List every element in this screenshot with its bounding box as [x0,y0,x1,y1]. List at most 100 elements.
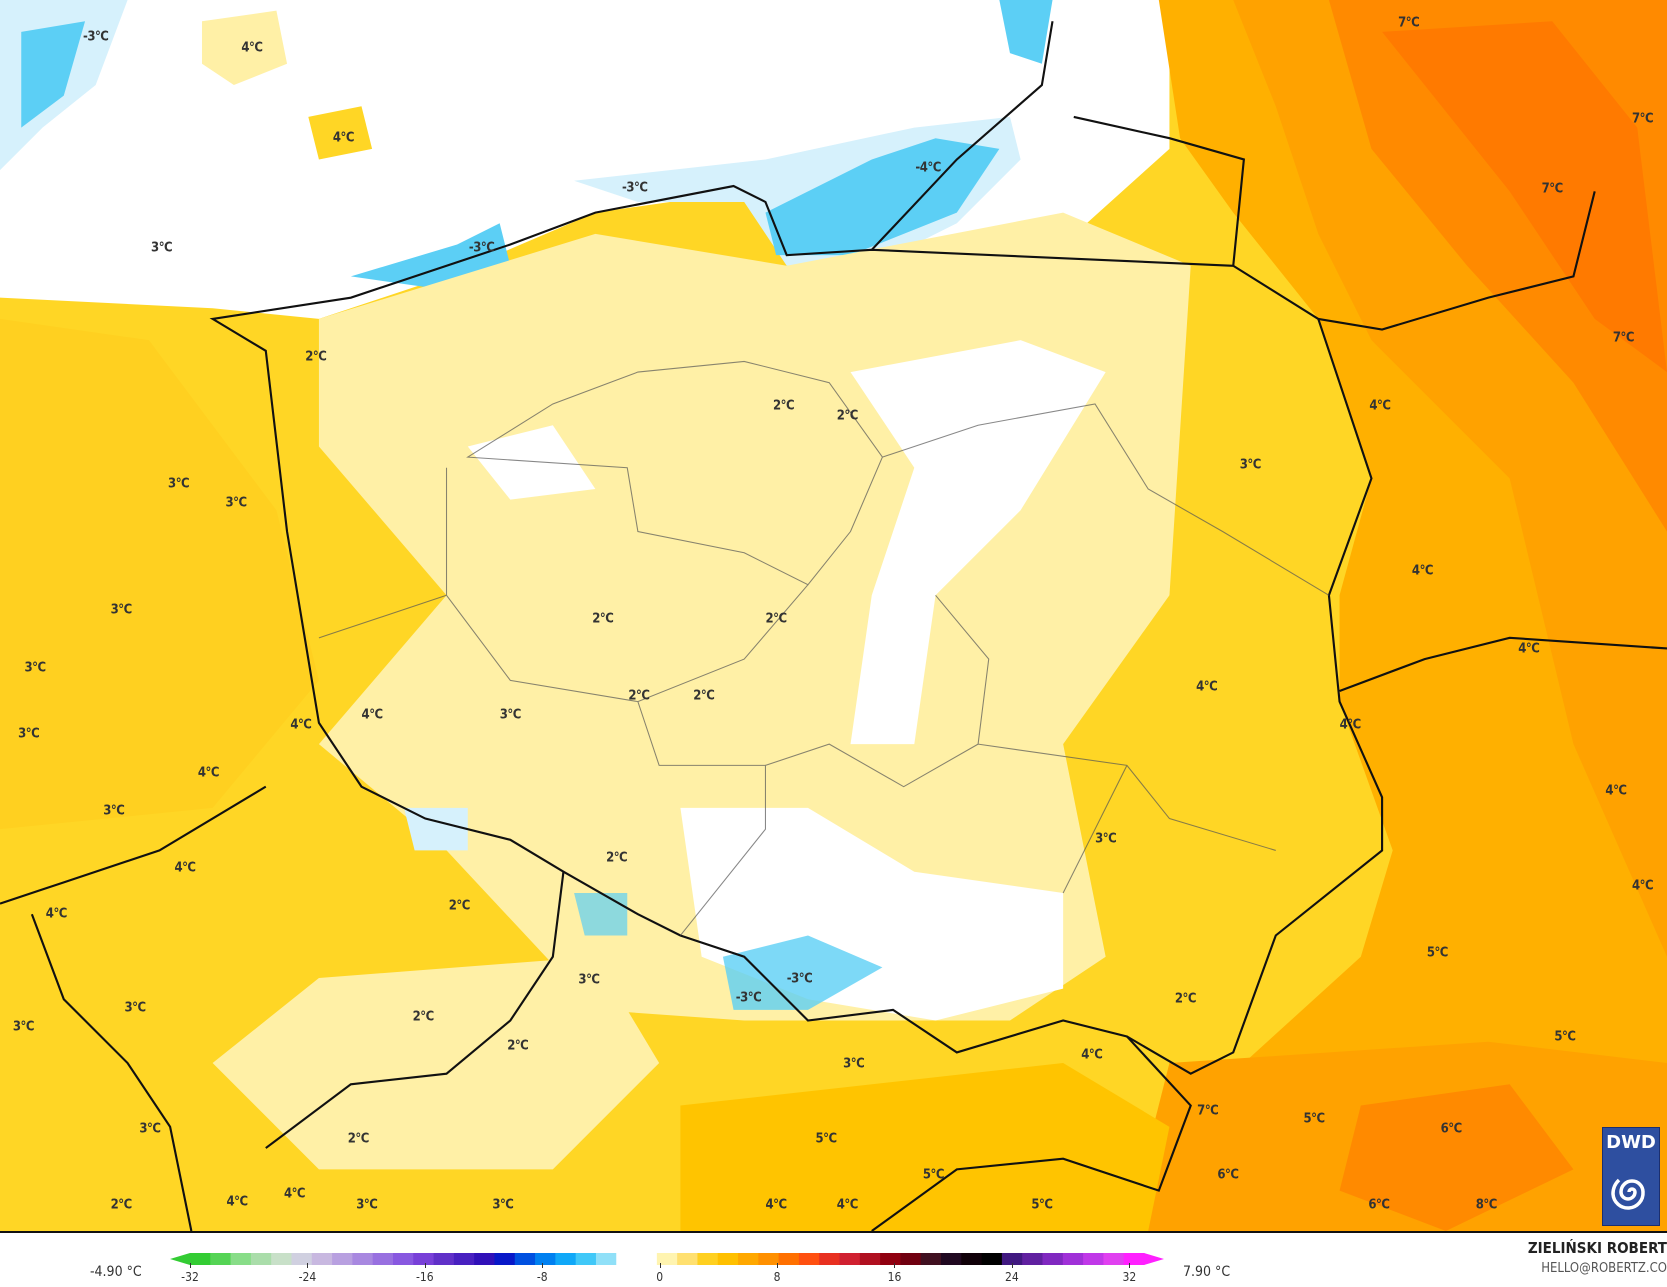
temperature-label: 4°C [1518,641,1540,656]
colorbar-segment [859,1253,881,1265]
temperature-label: 2°C [836,408,859,424]
temperature-label: 3°C [168,476,190,492]
temperature-label: 2°C [1174,991,1197,1007]
temperature-label: 2°C [628,688,650,704]
colorbar-segment [494,1253,516,1265]
temperature-label: 3°C [151,240,173,256]
temperature-label: 4°C [361,707,384,723]
temperature-label: 3°C [1239,457,1262,473]
temperature-label: -3°C [82,29,109,45]
temperature-label: 4°C [1081,1047,1103,1063]
temperature-label: 8°C [1475,1197,1498,1213]
colorbar [170,1250,1164,1265]
colorbar-segment [920,1253,942,1265]
colorbar-tick-label: 8 [773,1270,781,1284]
colorbar-segment [332,1253,353,1265]
colorbar-segment [1103,1253,1125,1265]
temperature-label: 5°C [1554,1029,1576,1045]
colorbar-segment [250,1253,272,1265]
colorbar-tick-label: 32 [1122,1270,1137,1284]
colorbar-tick-label: 16 [887,1270,902,1284]
temperature-label: 4°C [1369,398,1391,414]
colorbar-segment [1123,1253,1145,1265]
colorbar-segment [595,1253,617,1265]
temperature-label: 2°C [606,850,628,866]
colorbar-tick-label: -32 [181,1270,199,1284]
colorbar-segment [514,1253,536,1265]
colorbar-segment [271,1253,292,1265]
temperature-label: 2°C [347,1131,370,1147]
temperature-label: 2°C [592,611,614,627]
temperature-label: 7°C [1541,181,1564,197]
temperature-label: 6°C [1217,1167,1239,1183]
colorbar-segment [352,1253,374,1265]
colorbar-tick-label: -16 [416,1270,434,1284]
temperature-label: -3°C [786,971,813,987]
colorbar-segment [717,1253,739,1265]
temperature-label: 3°C [103,803,125,819]
colorbar-segment [1062,1253,1084,1265]
temperature-map: -3°C 4°C 4°C 3°C -3°C -3°C -4°C 7°C 7°C 7°C 7°C 2°C… [0,0,1667,1233]
temperature-label: -4°C [915,160,941,176]
temperature-label: 5°C [922,1167,945,1183]
temperature-label: 4°C [45,906,68,922]
colorbar-segment [697,1253,719,1265]
temperature-label: 3°C [110,602,133,618]
temperature-label: -3°C [735,990,762,1006]
temperature-label: 3°C [499,707,522,723]
temperature-label: 5°C [1303,1111,1325,1127]
temperature-label: 2°C [507,1038,529,1054]
colorbar-segment [575,1253,597,1265]
colorbar-segment [981,1253,1003,1265]
temperature-label: 3°C [12,1019,35,1035]
colorbar-segment [210,1253,232,1265]
colorbar-segment [677,1253,698,1265]
temperature-label: 4°C [332,130,355,146]
temperature-label: 3°C [124,1000,146,1016]
colorbar-segment [1022,1253,1044,1265]
colorbar-segment [656,1253,678,1265]
temperature-label: 6°C [1368,1197,1390,1213]
colorbar-segment [372,1253,394,1265]
min-value: -4.90 °C [90,1264,142,1280]
colorbar-segment [433,1253,455,1265]
colorbar-segment [616,1253,638,1265]
colorbar-tick-mark [307,1263,309,1268]
colorbar-tick-mark [1011,1263,1013,1268]
temperature-label: 4°C [226,1194,249,1210]
temperature-label: 4°C [197,765,220,781]
temperature-label: 4°C [290,717,312,733]
colorbar-segment [230,1253,252,1265]
temperature-label: 4°C [1339,717,1362,733]
temperature-label: 3°C [492,1197,514,1213]
temperature-label: 4°C [174,860,196,876]
temperature-label: 4°C [836,1197,859,1213]
colorbar-segment [291,1253,313,1265]
colorbar-segment [758,1253,780,1265]
temperature-label: 2°C [305,349,327,365]
colorbar-tick-label: -8 [536,1270,548,1284]
temperature-label: 2°C [412,1009,435,1025]
temperature-label: 3°C [139,1121,161,1137]
max-value: 7.90 °C [1183,1264,1231,1280]
colorbar-segment [555,1253,577,1265]
colorbar-segment [1001,1253,1023,1265]
colorbar-segment [453,1253,475,1265]
temperature-label: -3°C [468,240,495,256]
temperature-label: 3°C [225,495,247,511]
colorbar-tick-mark [190,1263,191,1268]
temperature-label: 2°C [765,611,788,627]
colorbar-segment [392,1253,414,1265]
colorbar-tick-label: -24 [298,1270,317,1284]
colorbar-tick-label: 24 [1005,1270,1019,1284]
temperature-label: 2°C [693,688,715,704]
colorbar-segment [413,1253,435,1265]
temperature-label: 4°C [241,40,263,56]
temperature-label: 3°C [578,972,600,988]
temperature-label: 7°C [1612,330,1635,346]
temperature-label: 5°C [815,1131,838,1147]
colorbar-segment [1042,1253,1064,1265]
colorbar-tick-mark [424,1263,426,1268]
temperature-label: 4°C [1411,563,1434,579]
map-fill [0,0,1667,1231]
